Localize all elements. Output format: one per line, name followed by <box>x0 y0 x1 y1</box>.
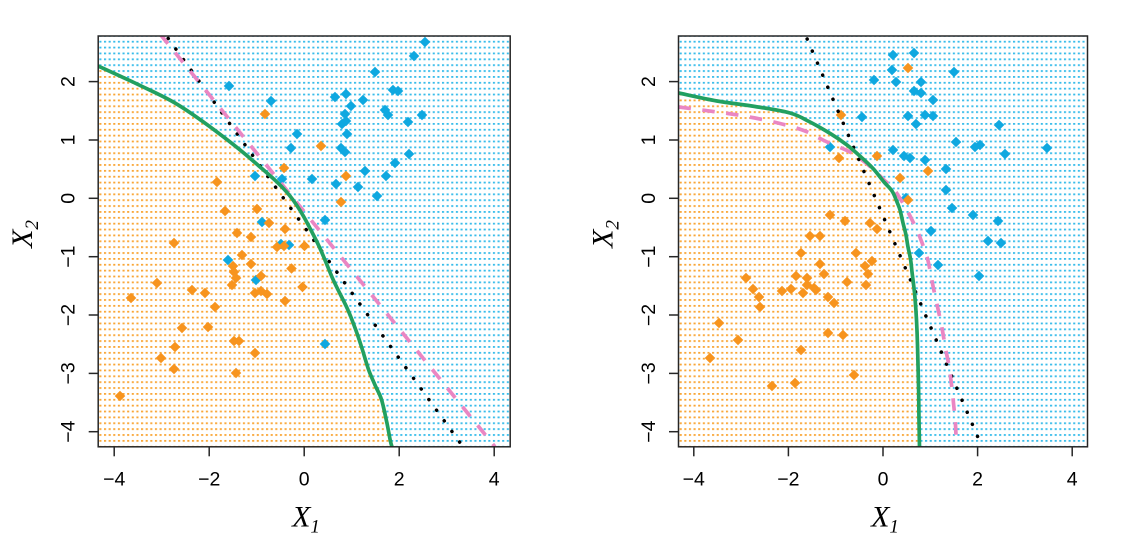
svg-text:−1: −1 <box>638 246 660 268</box>
svg-text:−4: −4 <box>638 420 660 442</box>
svg-text:0: 0 <box>58 193 80 204</box>
svg-text:0: 0 <box>299 469 310 491</box>
svg-text:−1: −1 <box>58 246 80 268</box>
svg-text:−3: −3 <box>58 362 80 384</box>
svg-text:−3: −3 <box>638 362 660 384</box>
svg-text:−4: −4 <box>683 469 705 491</box>
svg-text:0: 0 <box>878 469 889 491</box>
svg-text:−2: −2 <box>638 304 660 326</box>
svg-text:2: 2 <box>972 469 983 491</box>
svg-text:2: 2 <box>638 76 660 87</box>
svg-text:2: 2 <box>394 469 405 491</box>
svg-text:−2: −2 <box>198 469 220 491</box>
svg-text:4: 4 <box>489 469 500 491</box>
svg-text:−4: −4 <box>103 469 125 491</box>
svg-text:−2: −2 <box>58 304 80 326</box>
svg-text:1: 1 <box>58 135 80 146</box>
svg-text:2: 2 <box>58 76 80 87</box>
svg-text:4: 4 <box>1067 469 1078 491</box>
svg-text:−2: −2 <box>777 469 799 491</box>
svg-text:−4: −4 <box>58 420 80 442</box>
svg-text:1: 1 <box>638 135 660 146</box>
svg-text:0: 0 <box>638 193 660 204</box>
